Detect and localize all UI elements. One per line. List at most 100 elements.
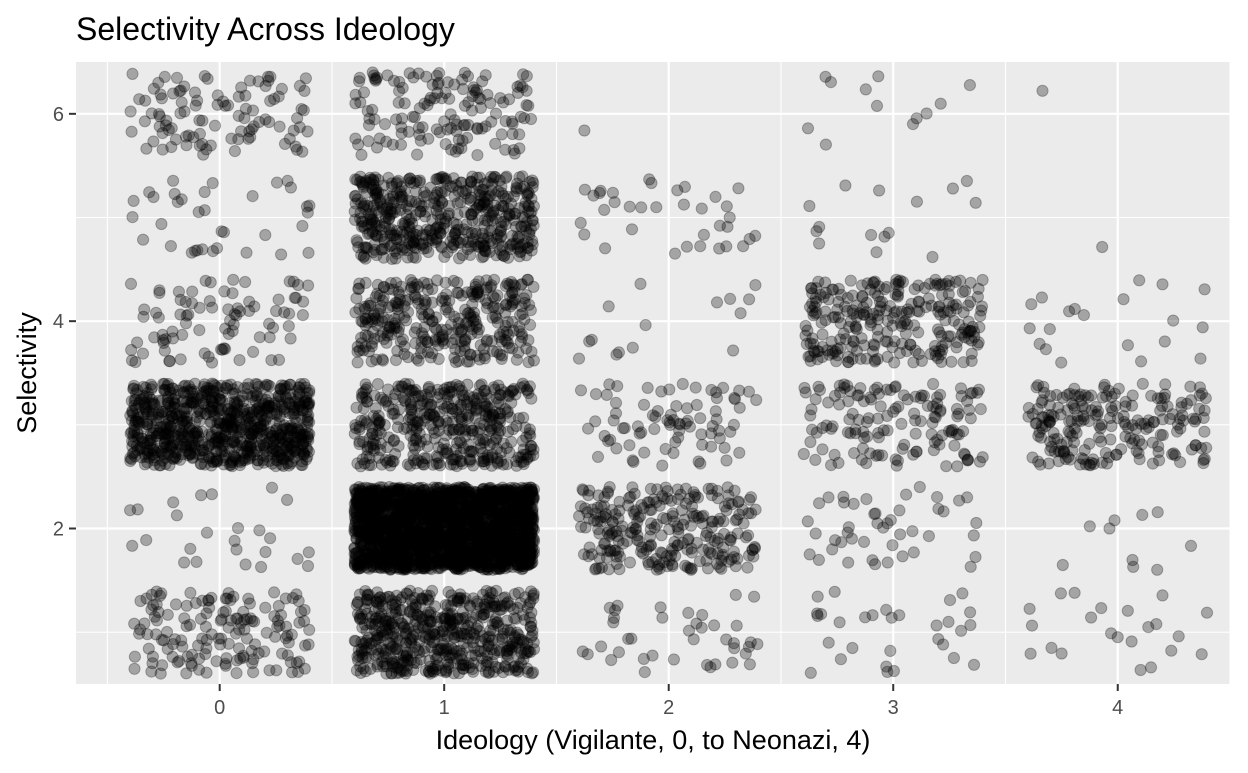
data-point-4332 bbox=[409, 443, 420, 454]
data-point-4648 bbox=[354, 303, 365, 314]
data-point-973 bbox=[163, 448, 174, 459]
data-point-1622 bbox=[435, 644, 446, 655]
data-point-3923 bbox=[372, 494, 383, 505]
data-point-1139 bbox=[199, 71, 210, 82]
data-point-4675 bbox=[494, 329, 505, 340]
data-point-4676 bbox=[528, 281, 539, 292]
data-point-171 bbox=[302, 560, 313, 571]
data-point-155 bbox=[254, 525, 265, 536]
data-point-156 bbox=[185, 543, 196, 554]
data-point-1083 bbox=[303, 247, 314, 258]
data-point-1171 bbox=[229, 146, 240, 157]
data-point-954 bbox=[198, 387, 209, 398]
data-point-969 bbox=[203, 440, 214, 451]
data-point-113 bbox=[203, 595, 214, 606]
data-point-1066 bbox=[199, 186, 210, 197]
data-point-3940 bbox=[442, 488, 453, 499]
data-point-1681 bbox=[381, 603, 392, 614]
data-point-1185 bbox=[139, 116, 150, 127]
data-point-891 bbox=[275, 430, 286, 441]
data-point-928 bbox=[210, 392, 221, 403]
data-point-3939 bbox=[527, 557, 538, 568]
data-point-1003 bbox=[194, 325, 205, 336]
data-point-1039 bbox=[284, 308, 295, 319]
data-point-1016 bbox=[151, 307, 162, 318]
data-point-4359 bbox=[418, 459, 429, 470]
data-point-3943 bbox=[414, 531, 425, 542]
data-point-4313 bbox=[439, 403, 450, 414]
data-point-161 bbox=[260, 546, 271, 557]
data-point-4393 bbox=[352, 357, 363, 368]
data-point-991 bbox=[234, 355, 245, 366]
data-point-1729 bbox=[502, 654, 513, 665]
data-point-874 bbox=[197, 452, 208, 463]
data-point-1529 bbox=[468, 593, 479, 604]
data-point-946 bbox=[210, 454, 221, 465]
data-point-1087 bbox=[218, 227, 229, 238]
data-point-119 bbox=[129, 663, 140, 674]
data-point-3936 bbox=[412, 483, 423, 494]
data-point-998 bbox=[264, 332, 275, 343]
data-point-3884 bbox=[524, 508, 535, 519]
data-point-1738 bbox=[395, 664, 406, 675]
data-point-154 bbox=[303, 547, 314, 558]
data-point-151 bbox=[282, 494, 293, 505]
data-point-4653 bbox=[430, 336, 441, 347]
data-point-3890 bbox=[518, 531, 529, 542]
data-point-1157 bbox=[274, 121, 285, 132]
data-point-965 bbox=[302, 412, 313, 423]
data-point-1686 bbox=[406, 638, 417, 649]
data-point-1159 bbox=[218, 96, 229, 107]
data-point-4655 bbox=[399, 341, 410, 352]
data-point-3917 bbox=[482, 541, 493, 552]
data-point-1089 bbox=[128, 195, 139, 206]
data-point-110 bbox=[261, 627, 272, 638]
data-point-1035 bbox=[125, 278, 136, 289]
data-point-1111 bbox=[171, 72, 182, 83]
data-point-1618 bbox=[420, 632, 431, 643]
data-point-1491 bbox=[352, 597, 363, 608]
data-point-1730 bbox=[363, 652, 374, 663]
data-point-80 bbox=[218, 607, 229, 618]
data-point-939 bbox=[129, 447, 140, 458]
data-point-130 bbox=[177, 641, 188, 652]
data-point-145 bbox=[282, 630, 293, 641]
data-point-4360 bbox=[510, 389, 521, 400]
data-point-4693 bbox=[488, 291, 499, 302]
data-point-109 bbox=[181, 600, 192, 611]
data-point-170 bbox=[168, 497, 179, 508]
data-point-87 bbox=[230, 628, 241, 639]
data-point-4350 bbox=[363, 460, 374, 471]
data-point-1743 bbox=[441, 666, 452, 677]
data-point-1192 bbox=[279, 138, 290, 149]
data-point-4690 bbox=[367, 326, 378, 337]
data-point-1082 bbox=[207, 178, 218, 189]
data-point-1679 bbox=[437, 630, 448, 641]
data-point-4642 bbox=[409, 327, 420, 338]
data-point-4692 bbox=[472, 327, 483, 338]
data-point-1180 bbox=[197, 139, 208, 150]
data-point-4583 bbox=[519, 297, 530, 308]
data-point-167 bbox=[265, 533, 276, 544]
data-point-108 bbox=[273, 600, 284, 611]
data-point-966 bbox=[131, 414, 142, 425]
data-point-1656 bbox=[401, 588, 412, 599]
data-point-1709 bbox=[487, 635, 498, 646]
data-point-3919 bbox=[349, 508, 360, 519]
data-point-4617 bbox=[478, 343, 489, 354]
data-point-4618 bbox=[528, 355, 539, 366]
data-point-950 bbox=[156, 395, 167, 406]
data-point-3925 bbox=[418, 512, 429, 523]
data-point-1718 bbox=[513, 587, 524, 598]
data-point-128 bbox=[170, 599, 181, 610]
data-point-94 bbox=[228, 591, 239, 602]
data-point-1073 bbox=[148, 191, 159, 202]
data-point-1668 bbox=[490, 613, 501, 624]
data-point-4601 bbox=[448, 275, 459, 286]
data-point-1154 bbox=[166, 141, 177, 152]
data-point-1005 bbox=[203, 351, 214, 362]
data-point-1695 bbox=[430, 664, 441, 675]
data-point-1723 bbox=[401, 650, 412, 661]
data-point-4609 bbox=[514, 326, 525, 337]
data-point-981 bbox=[175, 354, 186, 365]
